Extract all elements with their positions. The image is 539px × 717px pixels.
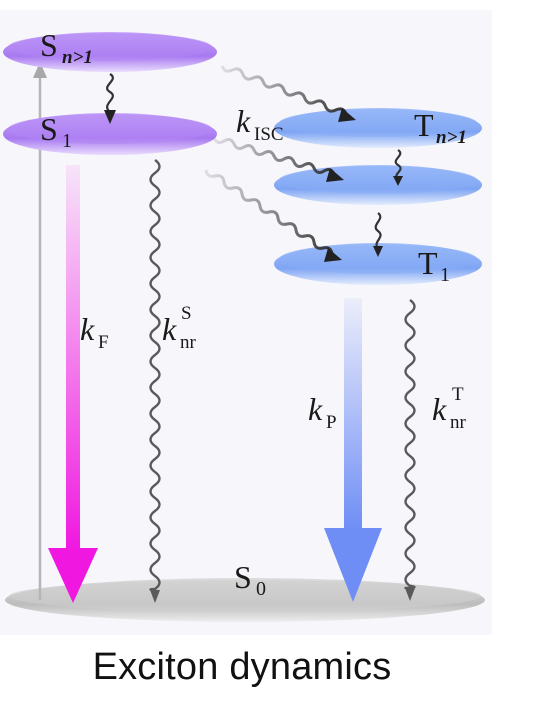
svg-text:nr: nr <box>180 332 197 353</box>
absorption-arrow <box>33 62 47 600</box>
level-s1 <box>3 113 217 155</box>
label-t1: T 1 <box>418 245 450 286</box>
label-t-high: T n>1 <box>414 107 467 148</box>
svg-text:T: T <box>414 107 434 143</box>
internal-conversion-wavy-arrow <box>104 73 116 124</box>
figure-caption: Exciton dynamics <box>92 646 392 688</box>
level-s0 <box>5 578 485 622</box>
svg-text:ISC: ISC <box>254 124 284 145</box>
level-t-mid <box>274 165 482 205</box>
isc-wavy-arrows <box>204 65 356 262</box>
svg-text:T: T <box>452 384 464 405</box>
svg-text:k: k <box>236 103 251 139</box>
triplet-relaxation-wavy-arrow-1 <box>393 149 403 186</box>
label-kp: k P <box>308 391 337 433</box>
svg-text:S: S <box>181 303 192 324</box>
label-s1: S 1 <box>40 111 72 152</box>
svg-text:S: S <box>234 559 252 595</box>
singlet-nonradiative-wavy-arrow <box>149 159 161 603</box>
svg-text:nr: nr <box>450 412 467 433</box>
label-s0: S 0 <box>234 559 266 600</box>
svg-text:k: k <box>80 311 95 347</box>
svg-text:F: F <box>98 332 109 353</box>
phosphorescence-arrow <box>324 298 382 602</box>
label-kisc: k ISC <box>236 103 284 145</box>
label-knr-t: k T nr <box>432 384 467 433</box>
triplet-relaxation-wavy-arrow-2 <box>373 212 383 257</box>
svg-text:S: S <box>40 27 58 63</box>
svg-text:T: T <box>418 245 438 281</box>
svg-text:S: S <box>40 111 58 147</box>
label-s-high: S n>1 <box>40 27 93 68</box>
label-knr-s: k S nr <box>162 303 197 353</box>
svg-text:k: k <box>162 311 177 347</box>
svg-text:n>1: n>1 <box>62 47 93 68</box>
svg-text:k: k <box>432 391 447 427</box>
svg-text:0: 0 <box>256 578 266 600</box>
fluorescence-arrow <box>48 165 98 603</box>
triplet-nonradiative-wavy-arrow <box>404 299 416 601</box>
level-t-high <box>274 108 482 148</box>
svg-text:n>1: n>1 <box>436 127 467 148</box>
svg-text:P: P <box>326 412 337 433</box>
label-kf: k F <box>80 311 109 353</box>
svg-text:1: 1 <box>62 130 72 152</box>
svg-text:1: 1 <box>440 264 450 286</box>
level-s-high <box>3 32 217 72</box>
svg-text:k: k <box>308 391 323 427</box>
exciton-energy-diagram: S n>1 S 1 T n>1 T 1 S 0 k ISC k F k <box>3 27 485 622</box>
